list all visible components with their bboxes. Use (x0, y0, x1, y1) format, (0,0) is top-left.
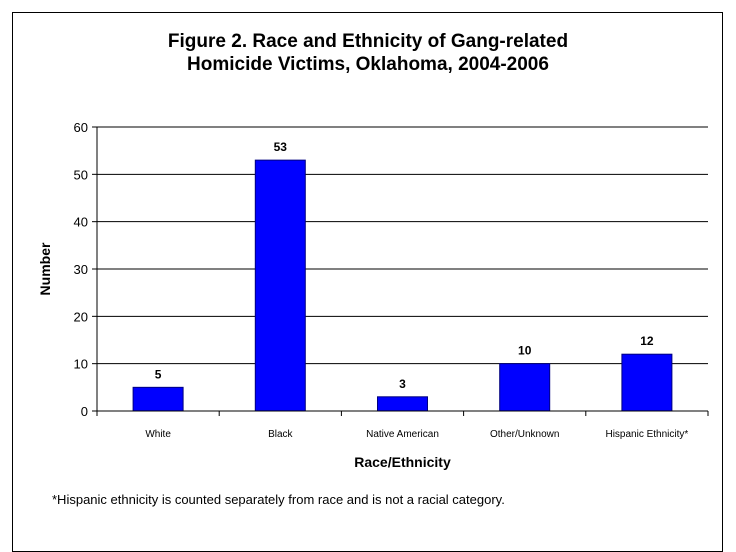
bar-chart: 0 10 20 30 40 50 60 5 White 53 Black 3 Native Americ… (37, 120, 709, 470)
x-tick-label: White (145, 429, 171, 440)
y-tick-label: 40 (74, 215, 88, 230)
y-tick-label: 30 (74, 262, 88, 277)
axes (92, 126, 709, 416)
bar (621, 353, 673, 412)
data-label: 53 (274, 140, 288, 154)
data-label: 12 (640, 334, 654, 348)
x-tick-label: Hispanic Ethnicity* (605, 429, 688, 440)
data-label: 10 (518, 344, 532, 358)
y-tick-label: 20 (74, 309, 88, 324)
gridlines (97, 126, 708, 365)
bars (132, 159, 673, 412)
y-axis-title: Number (37, 242, 53, 295)
data-label: 3 (399, 377, 406, 391)
bar (254, 159, 306, 412)
x-tick-label: Black (268, 429, 293, 440)
y-tick-label: 10 (74, 357, 88, 372)
y-tick-label: 50 (74, 167, 88, 182)
chart-title-line-2: Homicide Victims, Oklahoma, 2004-2006 (187, 54, 549, 75)
labels: 0 10 20 30 40 50 60 5 White 53 Black 3 Native Americ… (74, 120, 689, 440)
x-tick-label: Other/Unknown (490, 429, 559, 440)
bar (499, 363, 551, 412)
y-tick-label: 0 (81, 404, 88, 419)
chart-frame (12, 12, 723, 552)
data-label: 5 (155, 367, 162, 381)
bar (377, 396, 428, 412)
x-tick-label: Native American (366, 429, 439, 440)
y-tick-label: 60 (74, 120, 88, 135)
chart-title-line-1: Figure 2. Race and Ethnicity of Gang-rel… (167, 31, 569, 52)
chart-title: Figure 2. Race and Ethnicity of Gang-rel… (0, 30, 736, 76)
x-axis-title: Race/Ethnicity (354, 454, 451, 470)
bar (132, 386, 184, 412)
footnote: *Hispanic ethnicity is counted separatel… (52, 492, 505, 507)
